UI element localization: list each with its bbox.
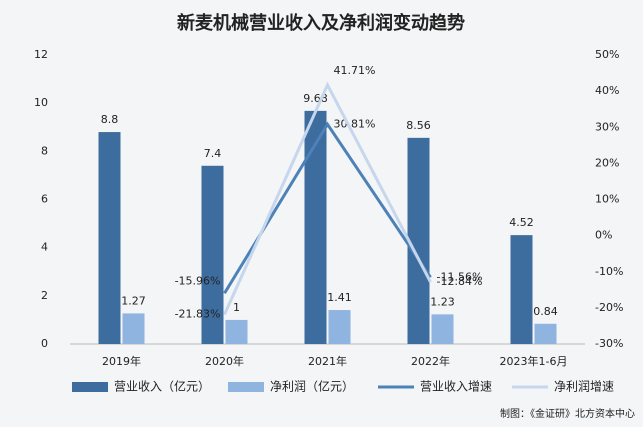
y2-tick-label: 20% [595, 156, 619, 169]
value-label: 41.71% [334, 64, 376, 77]
chart-title: 新麦机械营业收入及净利润变动趋势 [177, 12, 465, 34]
y-tick-label: 10 [34, 96, 48, 109]
bar [122, 313, 145, 344]
legend-swatch [72, 382, 108, 392]
bar [328, 310, 351, 344]
y2-tick-label: -20% [595, 301, 623, 314]
value-label: 1.23 [430, 295, 455, 308]
source: 制图：《金证研》北方资本中心 [500, 407, 635, 420]
value-label: 0.84 [533, 305, 558, 318]
bar [510, 235, 533, 344]
value-label: 8.8 [101, 113, 119, 126]
y2-tick-label: 50% [595, 48, 619, 61]
value-label: -12.84% [437, 275, 483, 288]
y2-tick-label: -10% [595, 265, 623, 278]
legend-label: 营业收入增速 [420, 380, 492, 394]
value-label: 8.56 [406, 119, 431, 132]
y-tick-label: 12 [34, 48, 48, 61]
x-tick-label: 2023年1-6月 [500, 354, 568, 368]
value-label: 7.4 [204, 147, 222, 160]
y-tick-label: 8 [41, 144, 48, 157]
x-tick-label: 2021年 [308, 354, 347, 368]
legend-swatch [228, 382, 264, 392]
x-tick-label: 2019年 [102, 354, 141, 368]
value-label: 1.27 [121, 294, 146, 307]
y-tick-label: 4 [41, 241, 48, 254]
value-label: 30.81% [334, 117, 376, 130]
bar [304, 110, 327, 344]
value-label: -21.83% [175, 307, 221, 320]
y-tick-label: 0 [41, 337, 48, 350]
y2-tick-label: 0% [595, 229, 612, 242]
y2-tick-label: 10% [595, 193, 619, 206]
value-label: 1 [233, 301, 240, 314]
value-label: -11.56% [437, 270, 483, 283]
x-tick-label: 2022年 [411, 354, 450, 368]
y-tick-label: 2 [41, 289, 48, 302]
bar [534, 323, 557, 344]
line [223, 81, 432, 316]
bar [407, 137, 430, 344]
x-tick-label: 2020年 [205, 354, 244, 368]
y2-tick-label: 30% [595, 120, 619, 133]
value-label: -15.96% [175, 274, 221, 287]
bar [225, 319, 248, 344]
bar [201, 165, 224, 344]
legend-label: 净利润（亿元） [270, 379, 354, 394]
y2-tick-label: 40% [595, 84, 619, 97]
value-label: 1.41 [327, 291, 352, 304]
bar [431, 314, 454, 344]
legend-label: 净利润增速 [554, 380, 614, 394]
y-tick-label: 6 [41, 193, 48, 206]
bar [98, 132, 121, 344]
legend-label: 营业收入（亿元） [114, 379, 210, 394]
y2-tick-label: -30% [595, 337, 623, 350]
value-label: 4.52 [509, 216, 534, 229]
